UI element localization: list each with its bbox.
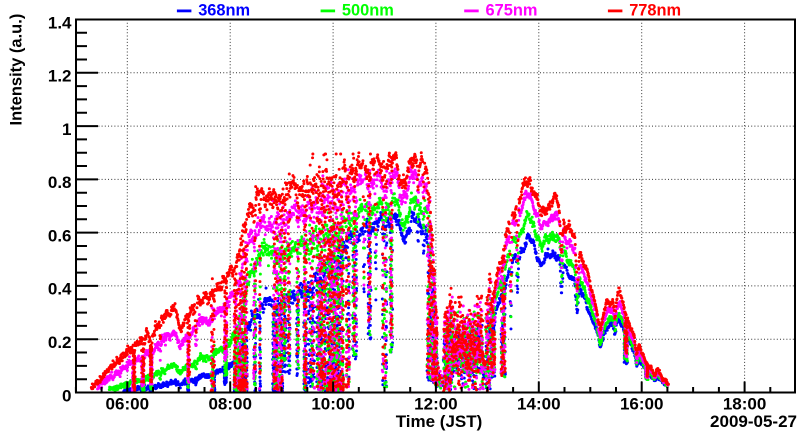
svg-text:0.4: 0.4 <box>48 280 72 299</box>
svg-text:10:00: 10:00 <box>311 395 354 414</box>
svg-text:0.6: 0.6 <box>48 226 72 245</box>
svg-text:0: 0 <box>62 386 71 405</box>
svg-text:06:00: 06:00 <box>106 395 149 414</box>
svg-text:1: 1 <box>62 120 71 139</box>
svg-text:778nm: 778nm <box>629 1 681 19</box>
svg-text:14:00: 14:00 <box>517 395 560 414</box>
svg-text:368nm: 368nm <box>198 1 250 19</box>
svg-text:18:00: 18:00 <box>723 395 766 414</box>
svg-text:500nm: 500nm <box>342 1 394 19</box>
svg-text:2009-05-27: 2009-05-27 <box>710 412 797 431</box>
svg-text:675nm: 675nm <box>486 1 538 19</box>
svg-text:0.8: 0.8 <box>48 173 72 192</box>
svg-text:12:00: 12:00 <box>414 395 457 414</box>
svg-text:1.2: 1.2 <box>48 67 72 86</box>
svg-text:Intensity (a.u.): Intensity (a.u.) <box>8 14 26 126</box>
svg-text:1.4: 1.4 <box>48 13 72 32</box>
svg-text:08:00: 08:00 <box>208 395 251 414</box>
svg-text:0.2: 0.2 <box>48 333 72 352</box>
svg-text:16:00: 16:00 <box>620 395 663 414</box>
svg-text:Time (JST): Time (JST) <box>396 412 483 431</box>
